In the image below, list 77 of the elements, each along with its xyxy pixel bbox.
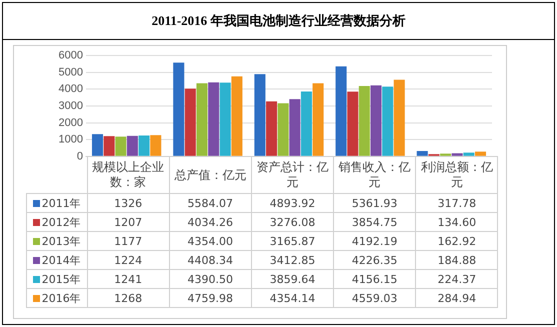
bar xyxy=(474,152,486,156)
legend-label: 2015年 xyxy=(26,270,87,289)
bar xyxy=(254,74,266,156)
bar xyxy=(347,92,358,156)
data-label: 1241 xyxy=(87,270,170,289)
bar xyxy=(336,66,347,156)
bar xyxy=(278,103,289,156)
bar xyxy=(138,136,150,156)
data-label: 3412.85 xyxy=(251,250,334,270)
x-tick-label: 利润总额：亿元 xyxy=(416,156,498,194)
data-label: 4354.00 xyxy=(169,232,252,251)
bar xyxy=(394,80,405,156)
bar xyxy=(196,83,208,156)
data-label: 5361.93 xyxy=(334,194,416,213)
y-tick-label: 4000 xyxy=(58,83,83,96)
y-tick-label: 5000 xyxy=(58,66,83,78)
bar xyxy=(184,88,196,156)
legend-label: 2012年 xyxy=(26,212,87,232)
data-label: 3859.64 xyxy=(251,270,334,289)
bar xyxy=(220,82,231,156)
bar xyxy=(452,153,463,156)
bar xyxy=(463,152,474,156)
legend-label: 2011年 xyxy=(26,194,87,213)
bar xyxy=(300,92,312,156)
data-label: 284.94 xyxy=(416,288,498,308)
bar xyxy=(173,62,184,156)
y-tick-label: 1000 xyxy=(58,134,83,146)
bar xyxy=(126,136,138,156)
legend-label: 2016年 xyxy=(26,288,87,308)
bar xyxy=(150,135,162,156)
data-label: 224.37 xyxy=(416,270,498,289)
data-label: 4559.03 xyxy=(334,288,416,308)
y-tick-label: 6000 xyxy=(58,50,83,62)
bar xyxy=(358,86,370,156)
bar xyxy=(92,134,104,156)
x-tick-label: 资产总计：亿元 xyxy=(251,156,334,194)
bar xyxy=(266,101,278,156)
data-label: 4034.26 xyxy=(169,212,252,232)
data-label: 4390.50 xyxy=(169,270,252,289)
bar xyxy=(416,151,428,156)
data-label: 3276.08 xyxy=(251,212,334,232)
data-label: 1268 xyxy=(87,288,170,308)
bar xyxy=(115,136,126,156)
data-label: 4156.15 xyxy=(334,270,416,289)
y-tick-label: 0 xyxy=(76,150,83,162)
data-label: 4408.34 xyxy=(169,250,252,270)
x-tick-label: 销售收入：亿元 xyxy=(334,156,416,194)
data-label: 4893.92 xyxy=(251,194,334,213)
data-label: 4226.35 xyxy=(334,250,416,270)
bar xyxy=(289,99,300,156)
data-label: 1177 xyxy=(87,232,170,251)
bar xyxy=(104,136,115,156)
data-label: 1326 xyxy=(87,194,170,213)
bar xyxy=(231,76,242,156)
data-label: 3854.75 xyxy=(334,212,416,232)
legend-label: 2014年 xyxy=(26,250,87,270)
data-label: 184.88 xyxy=(416,250,498,270)
data-label: 3165.87 xyxy=(251,232,334,251)
data-label: 4192.19 xyxy=(334,232,416,251)
bar xyxy=(370,85,382,156)
bar xyxy=(208,82,220,156)
data-label: 4354.14 xyxy=(251,288,334,308)
legend-label: 2013年 xyxy=(26,232,87,251)
data-label: 1224 xyxy=(87,250,170,270)
data-label: 317.78 xyxy=(416,194,498,213)
data-label: 162.92 xyxy=(416,232,498,251)
data-label: 1207 xyxy=(87,212,170,232)
bar xyxy=(312,83,324,156)
data-label: 134.60 xyxy=(416,212,498,232)
data-label: 4759.98 xyxy=(169,288,252,308)
y-tick-label: 3000 xyxy=(58,100,83,112)
bar xyxy=(382,86,394,156)
x-tick-label: 规模以上企业数：家 xyxy=(87,156,170,194)
data-label: 5584.07 xyxy=(169,194,252,213)
chart-title: 2011-2016 年我国电池制造行业经营数据分析 xyxy=(3,3,554,40)
y-tick-label: 2000 xyxy=(58,116,83,129)
x-tick-label: 总产值：亿元 xyxy=(169,156,252,194)
